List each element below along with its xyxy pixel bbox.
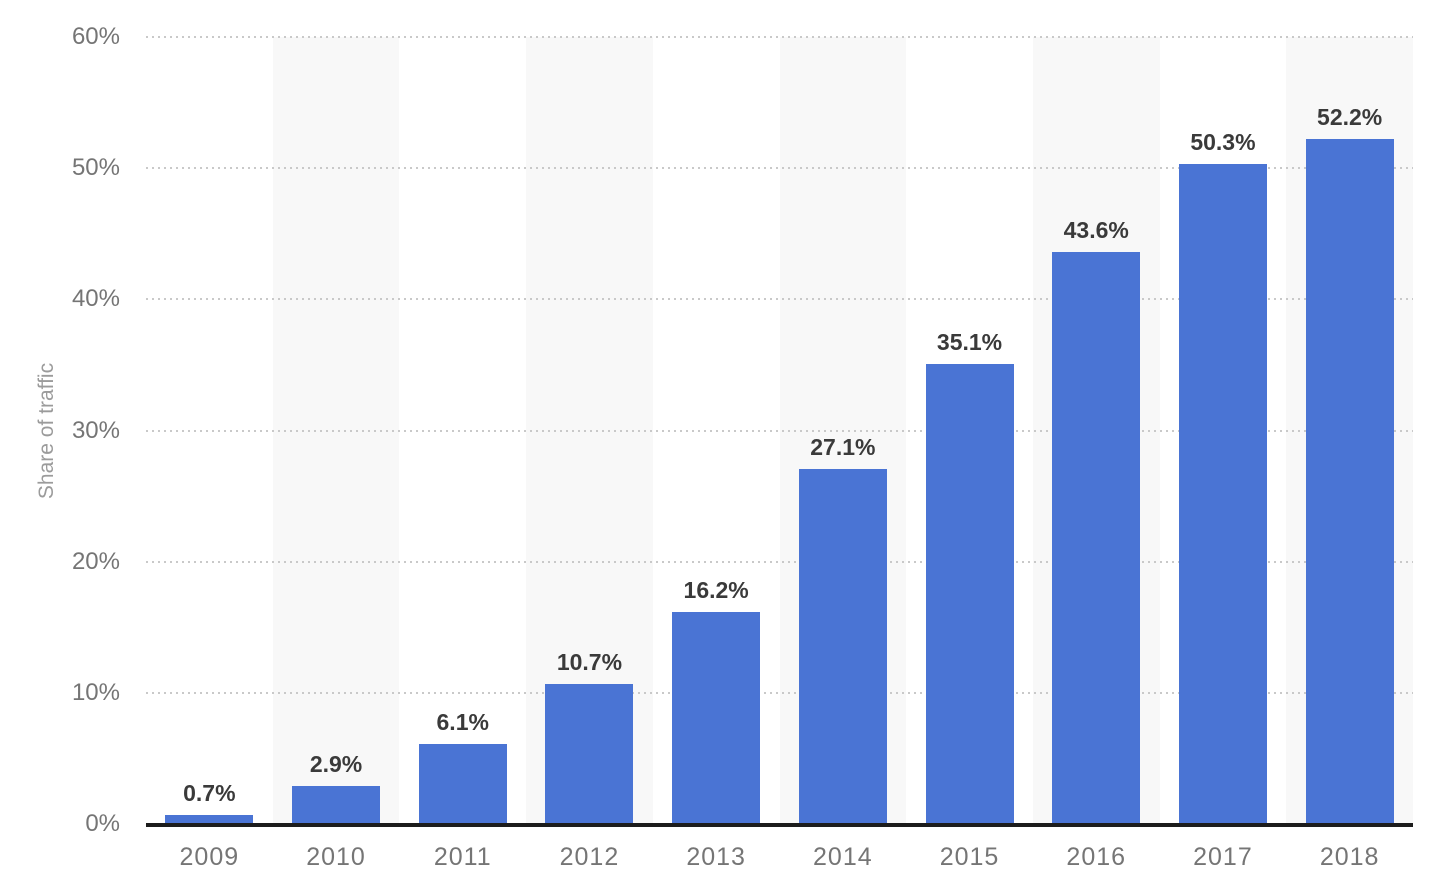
x-tick-label-2011: 2011 bbox=[433, 843, 492, 871]
bar-2017[interactable] bbox=[1178, 164, 1267, 824]
x-tick-label-2014: 2014 bbox=[813, 843, 873, 871]
gridline-50pct bbox=[146, 167, 1413, 170]
x-tick-label-2012: 2012 bbox=[559, 843, 620, 871]
y-tick-label-10pct: 10% bbox=[71, 678, 120, 706]
x-tick-label-2018: 2018 bbox=[1319, 843, 1380, 871]
x-tick-label-2017: 2017 bbox=[1193, 843, 1253, 871]
y-tick-label-30pct: 30% bbox=[71, 416, 120, 444]
gridline-10pct bbox=[146, 691, 1413, 694]
bar-2010[interactable] bbox=[292, 785, 381, 824]
bar-2014[interactable] bbox=[798, 468, 887, 824]
value-label-2014: 27.1% bbox=[810, 433, 876, 460]
y-tick-label-0pct: 0% bbox=[85, 810, 120, 837]
y-tick-label-40pct: 40% bbox=[71, 285, 120, 313]
bar-2012[interactable] bbox=[545, 683, 634, 824]
x-tick-label-2009: 2009 bbox=[179, 843, 240, 871]
gridline-60pct bbox=[146, 36, 1413, 38]
bar-2013[interactable] bbox=[672, 611, 761, 824]
gridline-40pct bbox=[146, 298, 1413, 301]
x-tick-label-2010: 2010 bbox=[306, 843, 366, 871]
value-label-2009: 0.7% bbox=[183, 779, 236, 806]
value-label-2015: 35.1% bbox=[936, 328, 1003, 355]
y-tick-label-50pct: 50% bbox=[71, 154, 120, 182]
plot-area: 0.7% 2.9% 6.1% 10.7% 16.2% 27.1% 35.1% 43.6% 50.… bbox=[146, 36, 1413, 824]
x-tick-label-2015: 2015 bbox=[939, 843, 1000, 871]
value-label-2013: 16.2% bbox=[683, 576, 749, 603]
value-label-2016: 43.6% bbox=[1063, 217, 1129, 244]
value-label-2017: 50.3% bbox=[1190, 129, 1256, 156]
bar-2018[interactable] bbox=[1305, 139, 1394, 824]
bar-2015[interactable] bbox=[925, 363, 1014, 824]
y-tick-label-60pct: 60% bbox=[71, 23, 120, 50]
x-tick-label-2016: 2016 bbox=[1066, 843, 1127, 871]
gridline-20pct bbox=[146, 560, 1413, 563]
bar-2011[interactable] bbox=[418, 744, 507, 824]
value-label-2010: 2.9% bbox=[309, 750, 363, 777]
y-tick-label-20pct: 20% bbox=[71, 547, 120, 575]
bar-2016[interactable] bbox=[1052, 252, 1141, 824]
bar-2009[interactable] bbox=[165, 814, 254, 824]
gridline-30pct bbox=[146, 429, 1413, 432]
value-label-2018: 52.2% bbox=[1317, 104, 1383, 131]
x-tick-label-2013: 2013 bbox=[686, 843, 746, 871]
value-label-2012: 10.7% bbox=[556, 648, 623, 675]
value-label-2011: 6.1% bbox=[436, 709, 489, 735]
x-axis-line bbox=[146, 823, 1413, 827]
